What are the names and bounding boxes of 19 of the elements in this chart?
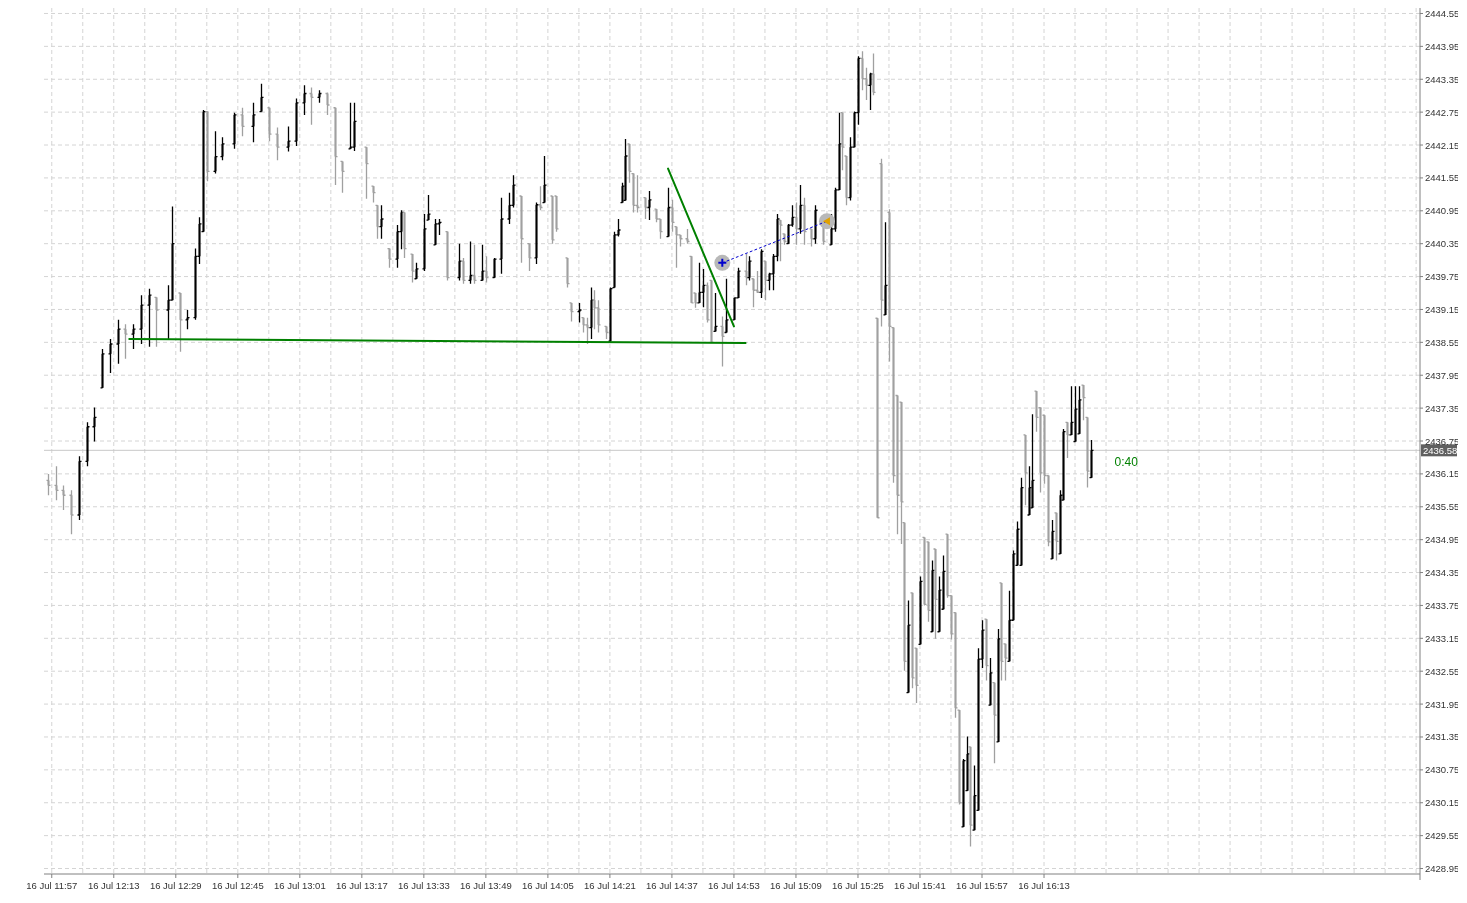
x-tick-label: 16 Jul 13:33 (397, 880, 450, 891)
x-tick-label: 16 Jul 14:21 (584, 880, 636, 891)
x-tick-label: 16 Jul 15:41 (894, 880, 946, 891)
x-tick-label: 16 Jul 13:17 (335, 880, 388, 891)
x-tick-label: 16 Jul 14:37 (646, 880, 698, 891)
x-tick-label: 16 Jul 14:53 (708, 880, 760, 891)
x-tick-label: 16 Jul 13:49 (459, 880, 512, 891)
x-tick-label: 16 Jul 15:25 (832, 880, 884, 891)
x-tick-label: 16 Jul 14:05 (522, 880, 574, 891)
x-tick-label: 16 Jul 11:57 (26, 880, 78, 891)
x-tick-label: 16 Jul 12:13 (87, 880, 140, 891)
x-tick-label: 16 Jul 16:13 (1018, 880, 1070, 891)
x-tick-label: 16 Jul 12:45 (211, 880, 264, 891)
x-tick-label: 16 Jul 15:57 (956, 880, 1008, 891)
x-tick-label: 16 Jul 12:29 (149, 880, 202, 891)
x-tick-label: 16 Jul 15:09 (770, 880, 822, 891)
annotation: 0:40 (1114, 455, 1139, 470)
x-tick-label: 16 Jul 13:01 (273, 880, 326, 891)
ref-line-label: 2436.58 (1423, 445, 1458, 457)
